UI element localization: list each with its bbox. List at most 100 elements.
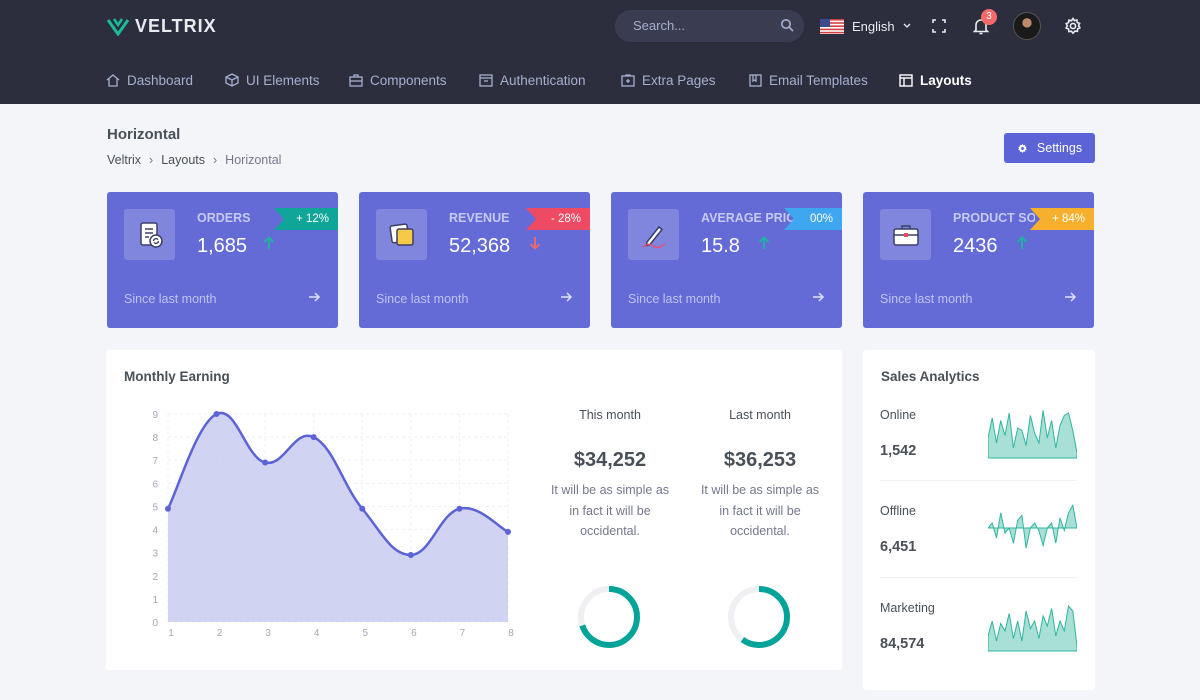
- package-icon: [621, 73, 635, 87]
- sparkline-area: [988, 604, 1077, 652]
- stat-card-product-sold: PRODUCT SOLD 2436 + 84% Since last month: [863, 192, 1094, 328]
- horizontal-nav: Dashboard UI Elements Components Authent…: [0, 60, 1200, 100]
- sparkline-area: [988, 503, 1077, 549]
- arrow-right-icon[interactable]: [308, 291, 321, 303]
- this-month-value: $34,252: [573, 449, 647, 471]
- nav-item-email-templates[interactable]: Email Templates: [749, 70, 868, 90]
- last-month-progress-donut: [728, 586, 790, 648]
- nav-item-label: Email Templates: [769, 72, 868, 88]
- x-tick-label: 8: [508, 628, 514, 639]
- y-tick-label: 3: [152, 549, 158, 560]
- y-tick-label: 6: [152, 479, 158, 490]
- nav-item-layouts[interactable]: Layouts: [899, 70, 972, 90]
- us-flag-icon: [820, 18, 844, 34]
- search-input[interactable]: [633, 18, 773, 33]
- nav-item-label: Components: [370, 72, 447, 88]
- fullscreen-icon[interactable]: [929, 16, 949, 36]
- inbox-icon: [479, 73, 493, 87]
- stat-value: 52,368: [449, 235, 511, 257]
- breadcrumb-separator-icon: ›: [213, 153, 218, 167]
- last-month-value: $36,253: [723, 449, 797, 471]
- breadcrumb-item-layouts[interactable]: Layouts: [161, 153, 205, 167]
- analytics-label: Offline: [880, 504, 916, 518]
- stat-badge: + 84%: [1030, 208, 1094, 230]
- stat-card-revenue: REVENUE 52,368 - 28% Since last month: [359, 192, 590, 328]
- y-tick-label: 1: [152, 595, 158, 606]
- arrow-up-icon: [1016, 236, 1028, 249]
- nav-item-dashboard[interactable]: Dashboard: [106, 70, 193, 90]
- breadcrumb-separator-icon: ›: [149, 153, 154, 167]
- data-point[interactable]: [359, 505, 366, 512]
- brand-logo[interactable]: VELTRIX: [107, 14, 217, 38]
- data-point[interactable]: [262, 459, 269, 466]
- stat-value: 1,685: [197, 235, 248, 257]
- nav-item-label: Extra Pages: [642, 72, 716, 88]
- description-line: in fact it will be: [569, 503, 651, 518]
- stat-badge: + 12%: [274, 208, 338, 230]
- analytics-value: 84,574: [880, 636, 925, 652]
- y-tick-label: 7: [152, 456, 158, 467]
- stat-since-text: Since last month: [628, 292, 721, 306]
- breadcrumb-item-current: Horizontal: [225, 153, 282, 167]
- stat-badge: - 28%: [526, 208, 590, 230]
- user-avatar[interactable]: [1013, 12, 1041, 40]
- description-line: It will be as simple as: [550, 483, 670, 497]
- stat-value: 15.8: [701, 235, 740, 257]
- data-point[interactable]: [213, 411, 220, 417]
- donut-progress: [578, 586, 640, 648]
- revenue-icon: [388, 222, 414, 246]
- layout-icon: [899, 73, 913, 87]
- this-month-progress-donut: [578, 586, 640, 648]
- language-selector[interactable]: English: [820, 16, 911, 36]
- stat-label: PRODUCT SOLD: [953, 211, 1035, 225]
- data-point[interactable]: [165, 505, 171, 512]
- nav-item-label: Dashboard: [127, 72, 194, 88]
- this-month-description: It will be as simple as in fact it will …: [545, 480, 675, 542]
- x-tick-label: 5: [363, 628, 369, 639]
- offline-sparkline: [988, 503, 1077, 549]
- data-point[interactable]: [407, 551, 414, 558]
- y-tick-label: 9: [152, 410, 158, 421]
- gear-icon: [1018, 143, 1027, 153]
- nav-item-authentication[interactable]: Authentication: [479, 70, 586, 90]
- chevron-down-icon: [903, 23, 911, 28]
- divider: [880, 480, 1077, 481]
- data-point[interactable]: [456, 505, 463, 512]
- stat-icon-box: [376, 209, 427, 260]
- data-point[interactable]: [310, 434, 317, 441]
- y-tick-label: 8: [152, 433, 158, 444]
- y-tick-label: 2: [152, 572, 158, 583]
- breadcrumb-item-veltrix[interactable]: Veltrix: [107, 153, 142, 167]
- nav-item-label: Authentication: [500, 72, 586, 88]
- y-tick-label: 0: [152, 618, 158, 629]
- description-line: occidental.: [580, 524, 640, 538]
- arrow-right-icon[interactable]: [1064, 291, 1077, 303]
- nav-item-components[interactable]: Components: [349, 70, 447, 90]
- settings-button[interactable]: Settings: [1004, 133, 1095, 163]
- nav-item-extra-pages[interactable]: Extra Pages: [621, 70, 716, 90]
- description-line: It will be as simple as: [700, 483, 820, 497]
- this-month-label: This month: [579, 408, 641, 422]
- arrow-right-icon[interactable]: [560, 291, 573, 303]
- y-tick-label: 5: [152, 502, 158, 513]
- stat-card-orders: ORDERS 1,685 + 12% Since last month: [107, 192, 338, 328]
- analytics-row-online: Online 1,542: [880, 400, 1077, 478]
- description-line: in fact it will be: [719, 503, 801, 518]
- stat-label: REVENUE: [449, 211, 510, 225]
- search-box[interactable]: [615, 10, 804, 42]
- analytics-row-offline: Offline 6,451: [880, 496, 1077, 574]
- marketing-sparkline: [988, 604, 1077, 652]
- data-point[interactable]: [505, 528, 511, 535]
- stat-badge: 00%: [784, 208, 842, 230]
- stat-label: ORDERS: [197, 211, 251, 225]
- nav-item-ui-elements[interactable]: UI Elements: [225, 70, 320, 90]
- search-icon[interactable]: [780, 18, 794, 37]
- online-sparkline: [988, 410, 1077, 459]
- stat-label: AVERAGE PRICE: [701, 211, 796, 225]
- arrow-right-icon[interactable]: [812, 291, 825, 303]
- pencil-icon: [642, 225, 665, 248]
- gear-icon[interactable]: [1063, 16, 1083, 36]
- settings-button-label: Settings: [1036, 141, 1083, 155]
- page-title: Horizontal: [107, 126, 181, 143]
- stat-icon-box: [124, 209, 175, 260]
